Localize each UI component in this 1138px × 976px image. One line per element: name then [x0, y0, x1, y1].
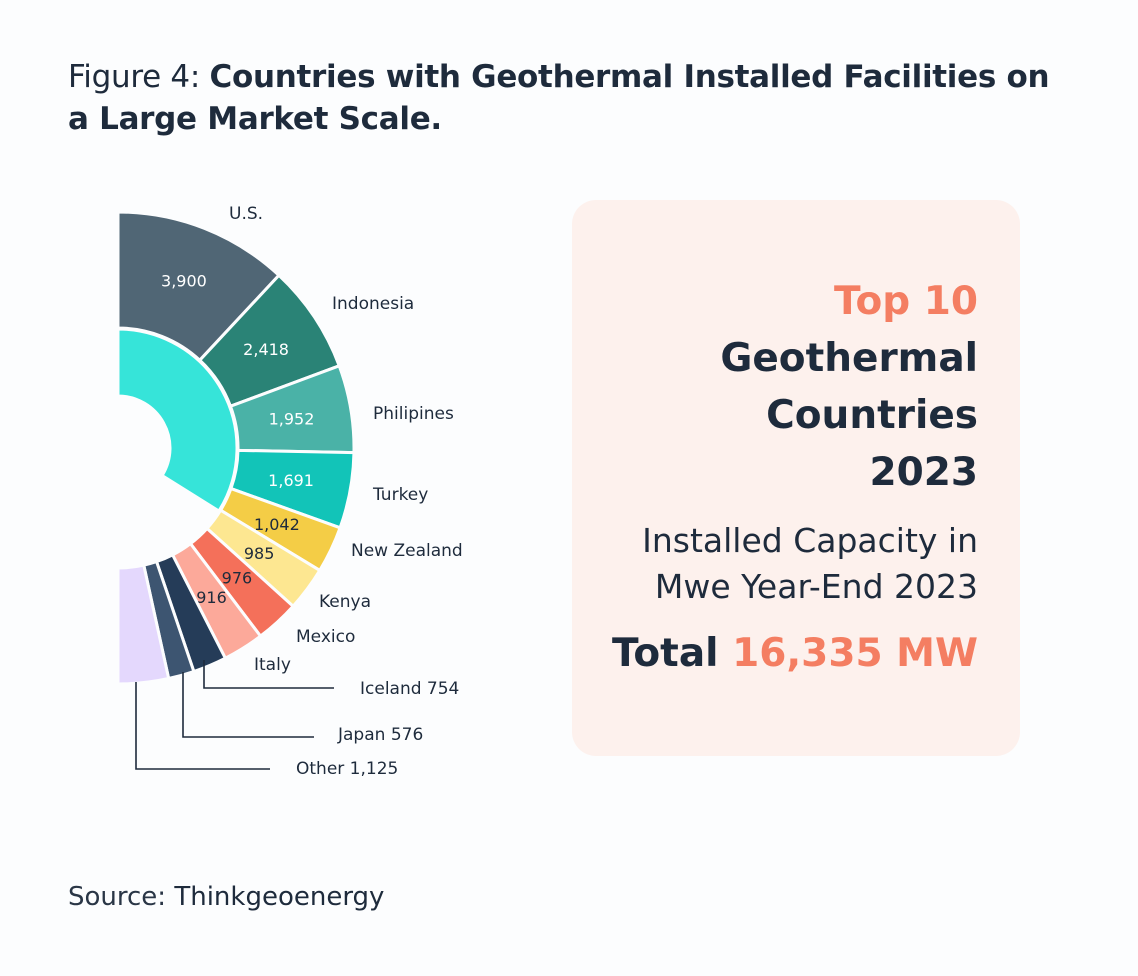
headline-line-1: Geothermal: [720, 336, 978, 381]
category-label: Philipines: [373, 404, 454, 424]
value-label: 985: [244, 544, 275, 563]
total-value: 16,335 MW: [732, 631, 978, 676]
value-label: 1,691: [268, 471, 314, 490]
summary-panel: Top 10 Geothermal Countries 2023 Install…: [572, 200, 1020, 756]
category-label: Italy: [254, 655, 291, 675]
segment-other: [116, 563, 171, 686]
callout-line: [135, 682, 270, 770]
total-capacity: Total 16,335 MW: [612, 630, 978, 678]
category-label: Indonesia: [332, 294, 414, 314]
value-label: 976: [222, 569, 253, 588]
subhead-line-2: Mwe Year-End 2023: [654, 567, 978, 606]
category-label: Mexico: [296, 627, 355, 647]
source-credit: Source: Thinkgeoenergy: [68, 882, 384, 912]
category-label: U.S.: [229, 204, 263, 224]
figure-number: Figure 4:: [68, 59, 200, 95]
subhead-line-1: Installed Capacity in: [642, 521, 978, 560]
panel-headline: Geothermal Countries 2023: [720, 330, 978, 501]
category-label: Turkey: [372, 485, 428, 505]
half-donut-chart: 3,900 U.S. 2,418 Indonesia 1,952 Philipines 1,…: [116, 204, 463, 779]
value-label: 1,952: [269, 410, 315, 429]
value-label: 1,042: [254, 515, 300, 534]
panel-subhead: Installed Capacity in Mwe Year-End 2023: [642, 518, 978, 610]
total-prefix: Total: [611, 631, 719, 676]
callout-label: Other 1,125: [296, 759, 398, 779]
value-label: 3,900: [161, 272, 207, 291]
top10-heading: Top 10: [834, 279, 978, 324]
figure-title: Figure 4: Countries with Geothermal Inst…: [68, 56, 1068, 140]
category-label: New Zealand: [351, 541, 463, 561]
callout-line: [182, 672, 314, 738]
callout-label: Japan 576: [337, 725, 423, 745]
callout-line: [203, 660, 334, 689]
headline-line-3: 2023: [869, 450, 978, 495]
category-label: Kenya: [319, 592, 371, 612]
headline-line-2: Countries: [766, 393, 978, 438]
figure-title-text: Countries with Geothermal Installed Faci…: [68, 59, 1050, 137]
source-prefix: Source:: [68, 882, 167, 912]
callout-label: Iceland 754: [360, 679, 459, 699]
value-label: 2,418: [243, 340, 289, 359]
value-label: 916: [196, 588, 227, 607]
source-name: Thinkgeoenergy: [174, 882, 385, 912]
